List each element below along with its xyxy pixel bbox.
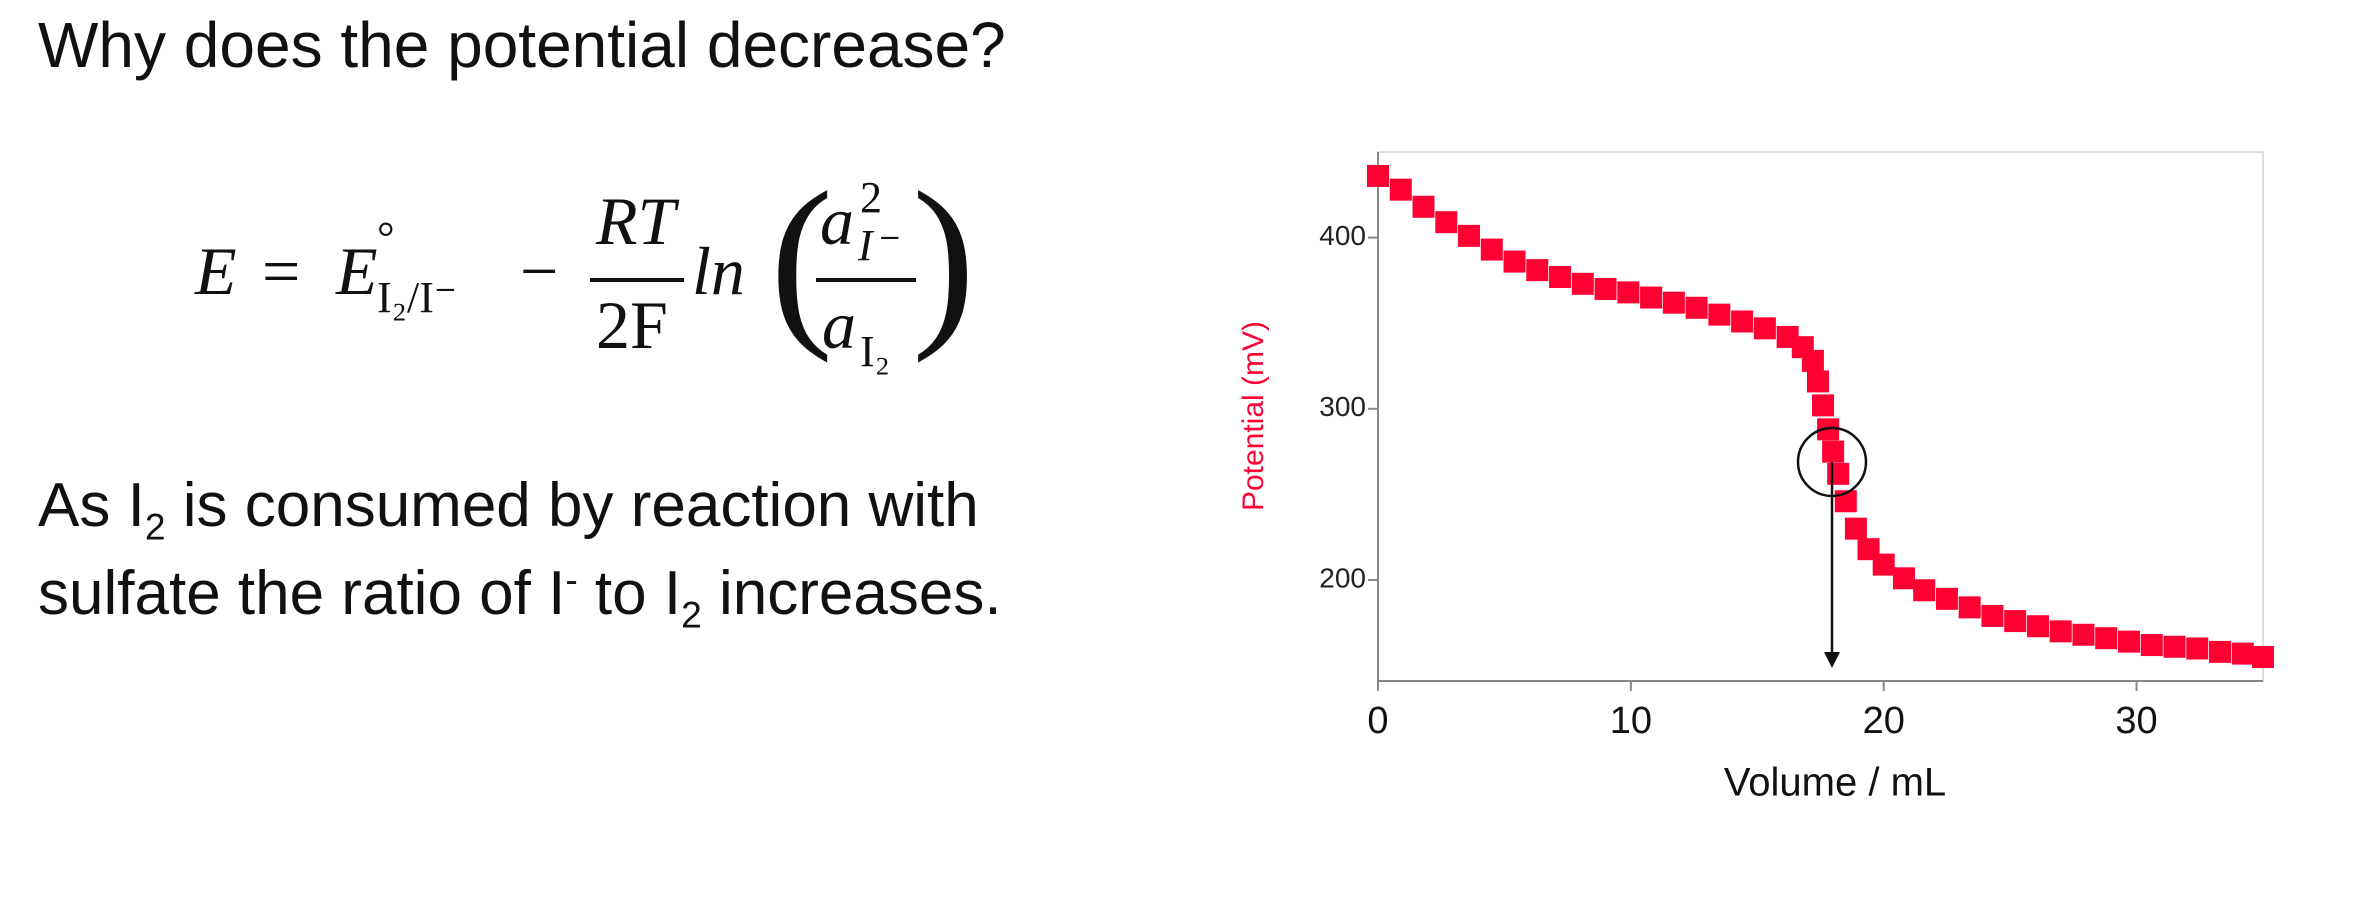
marker [2140,634,2163,657]
y-tick-label: 300 [1319,391,1366,422]
eq-rparen: ) [912,154,976,364]
marker [2095,627,2118,650]
marker [2026,615,2049,638]
marker [1935,587,1958,610]
superscript: - [565,558,578,601]
x-tick-label: 20 [1863,700,1905,742]
marker [1844,517,1867,540]
eq-ln: ln [692,233,745,309]
eq-lparen: ( [770,154,834,364]
eq-a-bot-sub: I₂ [860,327,890,376]
marker [1958,596,1981,619]
marker [1981,604,2004,627]
marker [1389,178,1412,201]
paragraph-line: sulfate the ratio of I- to I2 increases. [38,558,1002,636]
marker [1913,579,1936,602]
marker [2117,630,2140,653]
marker [1662,291,1685,314]
marker [2004,610,2027,633]
eq-a-top-sub: I⁻ [858,221,896,270]
text: increases. [701,559,1002,628]
marker [2163,635,2186,658]
marker [1480,238,1503,261]
marker [1412,195,1435,218]
x-tick-label: 0 [1367,700,1388,742]
marker [2231,642,2254,665]
fraction-bar [816,278,916,282]
marker [1594,277,1617,300]
text: is consumed by reaction with [165,471,979,540]
marker [1617,281,1640,304]
marker [2209,640,2232,663]
marker [1872,553,1895,576]
marker [1458,224,1481,247]
subscript: 2 [144,505,166,548]
y-axis-title: Potential (mV) [1237,321,1270,511]
marker [1526,259,1549,282]
x-axis-title: Volume / mL [1724,761,1946,805]
x-tick-label: 10 [1610,700,1652,742]
eq-a-top-sup: 2 [860,173,882,222]
text: As I [38,471,145,540]
text: sulfate the ratio of I [38,559,566,628]
marker [1731,310,1754,333]
eq-a-top: a [820,183,854,259]
marker [1549,265,1572,288]
marker [1685,296,1708,319]
eq-num: RT [596,183,676,259]
marker [1640,286,1663,309]
eq-a-bot: a [822,287,856,363]
fraction-bar [590,278,684,282]
marker [1571,272,1594,295]
eq-lhs: E [195,233,237,309]
y-tick-label: 200 [1319,562,1366,593]
eq-e0: E [336,233,378,309]
marker [1503,250,1526,273]
eq-equals: = [262,233,301,309]
marker [1806,370,1829,393]
eq-degree: ° [377,213,395,262]
paragraph-line: As I2 is consumed by reaction with [38,470,979,548]
marker [1708,303,1731,326]
marker [2252,646,2274,669]
x-tick-label: 30 [2115,700,2157,742]
marker [1827,462,1850,485]
marker [1367,164,1389,187]
marker [1892,567,1915,590]
marker [1435,211,1458,234]
marker [1753,317,1776,340]
arrow-head [1824,652,1840,668]
eq-den: 2F [596,287,668,363]
y-tick-label: 400 [1319,220,1366,251]
text: to I [577,559,682,628]
marker [2072,623,2095,646]
eq-minus: − [520,233,559,309]
marker [1812,394,1835,417]
marker [2049,620,2072,643]
plot-frame [1377,151,2264,682]
slide-title: Why does the potential decrease? [38,9,1006,81]
eq-e0-sub: I₂/I⁻ [377,273,458,322]
subscript: 2 [681,593,702,636]
marker [1801,349,1824,372]
marker [1822,440,1845,463]
marker [2186,637,2209,660]
